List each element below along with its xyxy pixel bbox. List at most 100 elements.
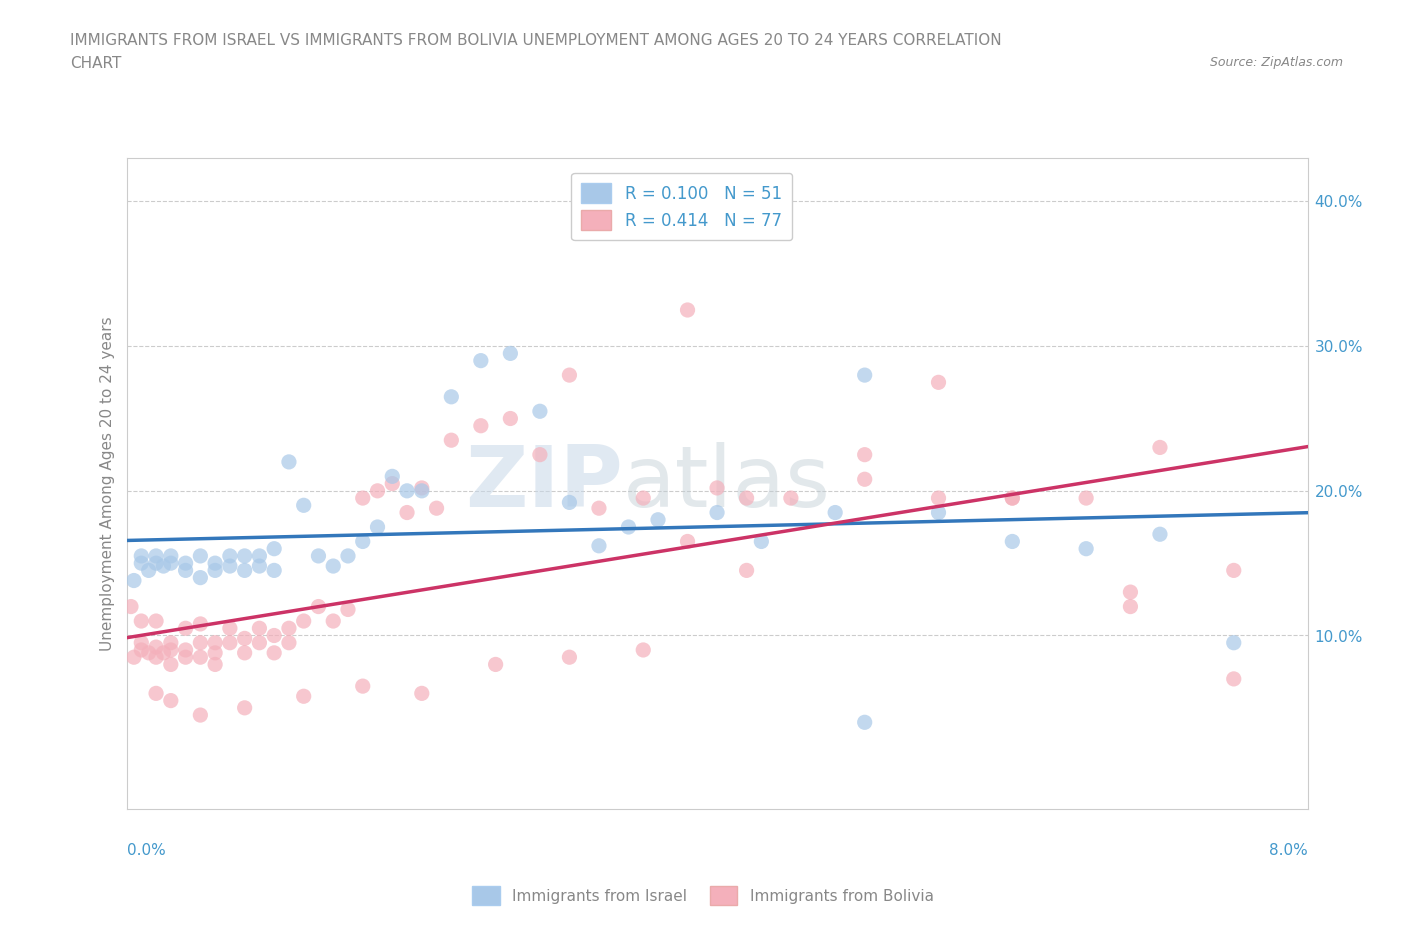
Point [440,390,463,405]
Point [263,645,285,660]
Point [233,700,256,715]
Point [247,559,270,574]
Point [735,491,758,506]
Point [174,643,197,658]
Point [263,628,285,643]
Point [1222,635,1246,650]
Point [411,686,433,701]
Point [120,599,142,614]
Point [263,541,285,556]
Point [779,491,801,506]
Point [928,491,950,506]
Point [588,500,610,515]
Point [558,650,581,665]
Text: ZIP: ZIP [465,442,623,525]
Point [292,614,315,629]
Point [278,621,301,636]
Point [1001,491,1024,506]
Point [470,418,492,433]
Text: 0.0%: 0.0% [127,844,166,858]
Point [440,432,463,447]
Point [588,538,610,553]
Point [676,302,699,317]
Point [174,556,197,571]
Point [529,404,551,418]
Point [647,512,669,527]
Point [188,617,211,631]
Point [247,635,270,650]
Point [219,559,242,574]
Point [928,375,950,390]
Legend: Immigrants from Israel, Immigrants from Bolivia: Immigrants from Israel, Immigrants from … [467,881,939,911]
Point [499,411,522,426]
Point [853,447,876,462]
Point [706,481,728,496]
Point [928,505,950,520]
Point [307,599,329,614]
Point [122,650,145,665]
Text: 8.0%: 8.0% [1268,844,1308,858]
Point [735,563,758,578]
Point [853,472,876,486]
Point [824,505,846,520]
Point [145,686,167,701]
Point [188,708,211,723]
Point [278,455,301,470]
Point [160,635,183,650]
Point [366,520,388,535]
Point [706,505,728,520]
Point [352,679,374,694]
Text: Source: ZipAtlas.com: Source: ZipAtlas.com [1209,56,1343,69]
Point [204,556,226,571]
Point [219,635,242,650]
Point [233,563,256,578]
Point [129,556,153,571]
Point [633,643,655,658]
Point [129,549,153,564]
Point [204,563,226,578]
Point [233,645,256,660]
Point [1222,671,1246,686]
Point [188,549,211,564]
Point [411,481,433,496]
Point [751,534,773,549]
Point [129,635,153,650]
Point [174,563,197,578]
Point [396,484,419,498]
Point [278,635,301,650]
Point [1149,526,1171,541]
Point [204,635,226,650]
Text: atlas: atlas [623,442,831,525]
Point [188,635,211,650]
Point [322,614,344,629]
Point [558,495,581,510]
Point [470,353,492,368]
Point [617,520,640,535]
Y-axis label: Unemployment Among Ages 20 to 24 years: Unemployment Among Ages 20 to 24 years [100,316,115,651]
Point [1149,440,1171,455]
Point [529,447,551,462]
Point [160,693,183,708]
Point [145,549,167,564]
Point [322,559,344,574]
Point [233,549,256,564]
Point [676,534,699,549]
Point [1001,491,1024,506]
Point [138,645,160,660]
Point [396,505,419,520]
Point [247,549,270,564]
Point [129,643,153,658]
Point [145,640,167,655]
Point [204,657,226,671]
Text: IMMIGRANTS FROM ISRAEL VS IMMIGRANTS FROM BOLIVIA UNEMPLOYMENT AMONG AGES 20 TO : IMMIGRANTS FROM ISRAEL VS IMMIGRANTS FRO… [70,33,1002,47]
Point [633,491,655,506]
Point [129,614,153,629]
Point [145,556,167,571]
Point [219,621,242,636]
Point [499,346,522,361]
Point [411,484,433,498]
Point [145,614,167,629]
Point [233,631,256,645]
Point [174,650,197,665]
Point [352,491,374,506]
